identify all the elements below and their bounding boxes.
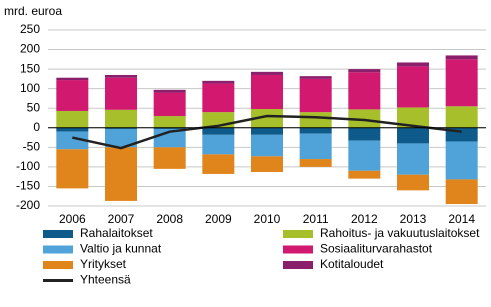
bar bbox=[397, 62, 429, 67]
x-tick-label: 2012 bbox=[351, 212, 378, 226]
legend-label: Sosiaaliturvarahastot bbox=[320, 242, 433, 256]
legend-swatch bbox=[283, 230, 313, 238]
bar bbox=[445, 141, 478, 180]
bar bbox=[202, 127, 235, 135]
y-axis-label: mrd. euroa bbox=[4, 4, 62, 18]
x-tick-label: 2007 bbox=[108, 212, 135, 226]
bar bbox=[445, 179, 478, 205]
bar bbox=[153, 92, 186, 117]
legend-swatch bbox=[43, 261, 73, 269]
bar bbox=[56, 127, 89, 132]
legend-swatch bbox=[283, 245, 313, 254]
bar bbox=[445, 59, 478, 107]
x-tick-label: 2009 bbox=[205, 212, 232, 226]
bar bbox=[105, 147, 137, 201]
bar bbox=[56, 110, 89, 128]
bar bbox=[153, 127, 186, 129]
x-tick-label: 2013 bbox=[400, 212, 427, 226]
y-tick-label: 250 bbox=[20, 22, 40, 36]
bar bbox=[348, 109, 381, 128]
bar bbox=[105, 128, 137, 148]
bar bbox=[105, 77, 137, 110]
bar bbox=[348, 72, 381, 110]
bar bbox=[251, 71, 283, 75]
bar bbox=[397, 66, 429, 108]
bar bbox=[251, 127, 283, 135]
legend-label: Yhteensä bbox=[80, 273, 131, 287]
x-tick-label: 2006 bbox=[59, 212, 86, 226]
bar bbox=[299, 112, 332, 128]
legend-label: Rahalaitokset bbox=[80, 226, 153, 240]
line bbox=[72, 114, 462, 150]
bar bbox=[348, 170, 381, 179]
x-tick-label: 2014 bbox=[448, 212, 475, 226]
bar bbox=[445, 55, 478, 60]
bar bbox=[251, 156, 283, 172]
legend-label: Kotitaloudet bbox=[320, 257, 384, 271]
bar bbox=[299, 133, 332, 160]
x-tick-label: 2008 bbox=[156, 212, 183, 226]
bar bbox=[299, 76, 332, 79]
bar bbox=[299, 78, 332, 113]
bar bbox=[105, 74, 137, 78]
y-tick-label: -150 bbox=[16, 179, 40, 193]
bar bbox=[202, 80, 235, 84]
bar bbox=[251, 109, 283, 128]
bar bbox=[105, 109, 137, 128]
bar bbox=[348, 127, 381, 141]
x-tick-label: 2011 bbox=[303, 212, 329, 226]
bar bbox=[397, 107, 429, 128]
bar bbox=[397, 174, 429, 191]
y-tick-label: -200 bbox=[16, 198, 40, 212]
legend-label: Valtio ja kunnat bbox=[80, 242, 162, 256]
y-tick-label: -100 bbox=[16, 159, 40, 173]
bar bbox=[56, 77, 89, 81]
bar bbox=[202, 134, 235, 155]
legend-label: Yritykset bbox=[80, 257, 127, 271]
bar bbox=[56, 149, 89, 189]
bar bbox=[397, 127, 429, 144]
y-tick-label: 200 bbox=[20, 42, 40, 56]
bar bbox=[445, 106, 478, 128]
bar bbox=[348, 69, 381, 73]
bar bbox=[299, 127, 332, 134]
bar bbox=[153, 147, 186, 169]
bar bbox=[202, 154, 235, 174]
legend-swatch bbox=[43, 230, 73, 238]
y-tick-label: 50 bbox=[27, 100, 41, 114]
bar bbox=[153, 116, 186, 128]
legend-swatch bbox=[283, 261, 313, 269]
bar bbox=[251, 74, 283, 110]
y-tick-label: 100 bbox=[20, 81, 40, 95]
legend-label: Rahoitus- ja vakuutuslaitokset bbox=[320, 226, 480, 240]
bar bbox=[105, 127, 137, 129]
bar bbox=[299, 159, 332, 167]
bar bbox=[251, 134, 283, 157]
x-tick-label: 2010 bbox=[254, 212, 281, 226]
legend-swatch bbox=[43, 245, 73, 254]
bar bbox=[348, 140, 381, 171]
y-tick-label: -50 bbox=[23, 140, 41, 154]
y-tick-label: 150 bbox=[20, 61, 40, 75]
bar bbox=[56, 131, 89, 150]
bar bbox=[153, 89, 186, 93]
y-tick-label: 0 bbox=[33, 120, 40, 134]
bar bbox=[56, 80, 89, 111]
bar bbox=[202, 83, 235, 113]
bar bbox=[397, 143, 429, 175]
